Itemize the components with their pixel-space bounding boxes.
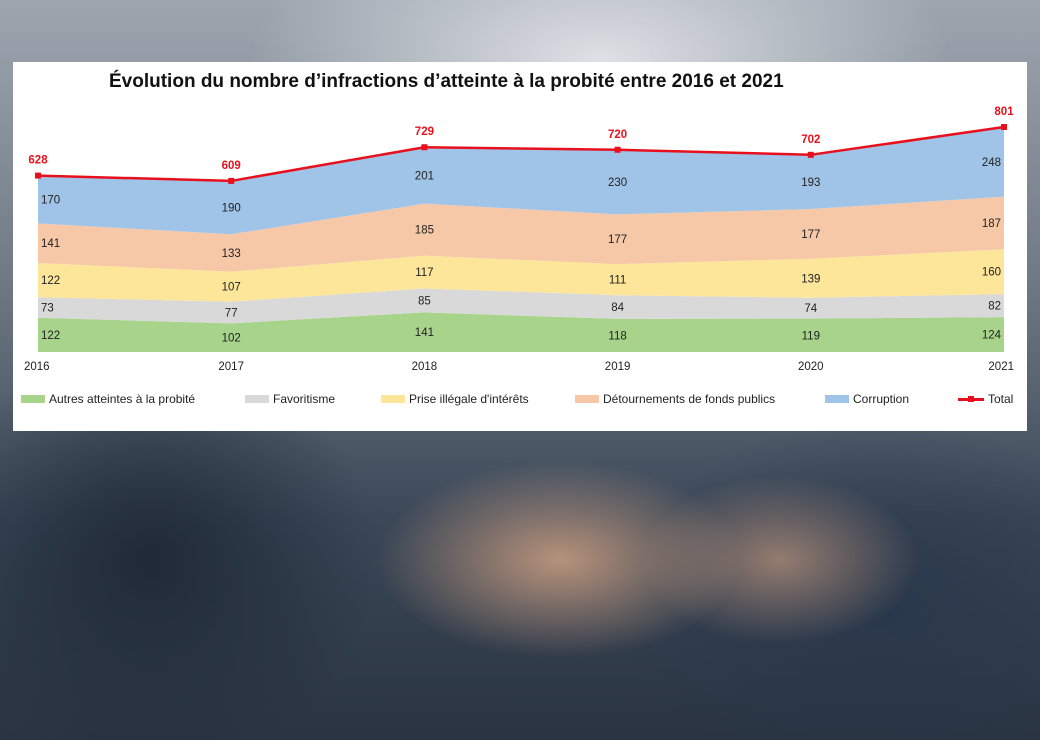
legend-swatch — [825, 395, 849, 403]
data-label-favoritisme: 82 — [988, 301, 1001, 313]
data-label-detournements-de-fonds-publics: 185 — [415, 225, 434, 237]
legend-item-autres-atteintes-a-la-probite: Autres atteintes à la probité — [21, 392, 195, 406]
data-label-autres-atteintes-a-la-probite: 102 — [222, 333, 241, 345]
legend-item-detournements-de-fonds-publics: Détournements de fonds publics — [575, 392, 775, 406]
legend-label: Détournements de fonds publics — [603, 392, 776, 406]
data-label-corruption: 193 — [801, 177, 820, 189]
data-label-corruption: 170 — [41, 194, 60, 206]
data-label-detournements-de-fonds-publics: 133 — [222, 248, 241, 260]
total-marker — [421, 144, 428, 151]
data-label-prise-illegale-d-interets: 139 — [801, 273, 820, 285]
legend-label: Total — [988, 392, 1014, 406]
data-label-prise-illegale-d-interets: 117 — [415, 267, 433, 279]
total-label: 628 — [28, 155, 48, 167]
stacked-area-chart: 122 102 141 118 119 124 73 77 85 84 74 82 122 107 117 1… — [24, 106, 1014, 373]
x-tick-label: 2016 — [24, 361, 50, 373]
total-label: 702 — [801, 134, 820, 146]
legend-label: Favoritisme — [273, 392, 336, 406]
legend-item-total: Total — [958, 392, 1013, 406]
x-tick-label: 2019 — [605, 361, 631, 373]
data-label-corruption: 201 — [415, 170, 434, 182]
x-tick-label: 2021 — [988, 361, 1014, 373]
data-label-autres-atteintes-a-la-probite: 118 — [608, 330, 626, 342]
legend-swatch — [21, 395, 45, 403]
total-label: 609 — [222, 160, 241, 172]
area-prise-illegale-d-interets — [38, 249, 1004, 302]
data-label-autres-atteintes-a-la-probite: 141 — [415, 327, 434, 339]
x-tick-label: 2017 — [218, 361, 244, 373]
total-marker — [1001, 124, 1007, 130]
data-label-prise-illegale-d-interets: 160 — [982, 267, 1001, 279]
data-label-detournements-de-fonds-publics: 141 — [41, 238, 60, 250]
legend-label: Prise illégale d'intérêts — [409, 392, 529, 406]
total-label: 801 — [994, 106, 1014, 118]
total-line — [37, 125, 1005, 183]
total-marker — [35, 172, 41, 179]
area-detournements-de-fonds-publics — [38, 196, 1004, 272]
legend-item-favoritisme: Favoritisme — [245, 392, 335, 406]
data-label-detournements-de-fonds-publics: 177 — [801, 229, 820, 241]
legend-swatch — [381, 395, 405, 403]
data-label-prise-illegale-d-interets: 111 — [609, 275, 626, 287]
data-label-favoritisme: 77 — [225, 308, 238, 320]
data-label-prise-illegale-d-interets: 122 — [41, 275, 60, 287]
data-label-autres-atteintes-a-la-probite: 124 — [982, 330, 1002, 342]
data-label-prise-illegale-d-interets: 107 — [222, 282, 241, 294]
x-tick-label: 2020 — [798, 361, 824, 373]
data-label-corruption: 248 — [982, 157, 1001, 169]
data-label-detournements-de-fonds-publics: 177 — [608, 234, 627, 246]
data-label-corruption: 230 — [608, 177, 627, 189]
data-label-detournements-de-fonds-publics: 187 — [982, 218, 1001, 230]
x-tick-label: 2018 — [412, 361, 438, 373]
data-label-favoritisme: 73 — [41, 302, 54, 314]
total-marker — [228, 177, 235, 184]
legend-item-prise-illegale-d-interets: Prise illégale d'intérêts — [381, 392, 529, 406]
area-autres-atteintes-a-la-probite — [38, 312, 1004, 352]
total-marker — [614, 146, 621, 153]
chart-title: Évolution du nombre d’infractions d’atte… — [109, 71, 784, 92]
data-label-favoritisme: 74 — [804, 303, 817, 315]
legend-swatch — [575, 395, 599, 403]
chart-panel: Évolution du nombre d’infractions d’atte… — [13, 62, 1027, 431]
total-marker — [807, 151, 814, 158]
legend-label: Corruption — [853, 392, 910, 406]
data-label-corruption: 190 — [222, 203, 241, 215]
data-label-favoritisme: 84 — [611, 302, 624, 314]
data-label-autres-atteintes-a-la-probite: 119 — [802, 330, 820, 342]
legend-swatch — [958, 395, 984, 403]
chart-legend: Autres atteintes à la probité Favoritisme… — [13, 392, 1027, 414]
legend-item-corruption: Corruption — [825, 392, 909, 406]
total-label: 729 — [415, 126, 434, 138]
data-label-autres-atteintes-a-la-probite: 122 — [41, 330, 60, 342]
legend-label: Autres atteintes à la probité — [49, 392, 196, 406]
data-label-favoritisme: 85 — [418, 295, 431, 307]
legend-swatch — [245, 395, 269, 403]
total-label: 720 — [608, 129, 627, 141]
area-favoritisme — [38, 288, 1004, 324]
